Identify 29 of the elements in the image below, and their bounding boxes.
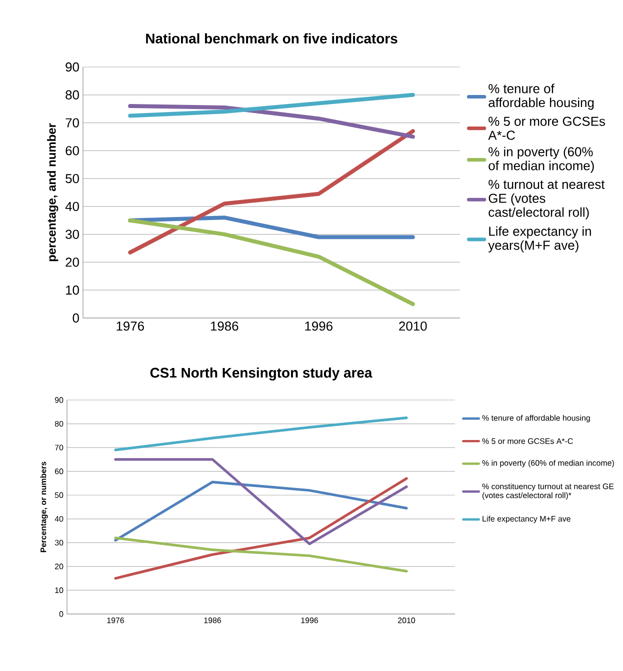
legend-label: % tenure of affordable housing (488, 84, 594, 110)
chart-title: CS1 North Kensington study area (150, 367, 372, 381)
legend-label: % 5 or more GCSEs A*-C (488, 116, 605, 140)
y-tick-label: 0 (72, 313, 79, 323)
legend-label: % in poverty (60% of median income) (488, 146, 594, 173)
y-tick-label: 70 (66, 118, 79, 128)
line-series (128, 129, 415, 254)
line-series (128, 104, 415, 139)
y-tick-label: 50 (66, 174, 79, 184)
y-tick-label: 90 (66, 62, 79, 72)
x-tick-label: 2010 (399, 322, 427, 331)
y-axis-title: percentage, and number (47, 123, 58, 262)
legend-label: Life expectancy in years(M+F ave) (488, 226, 591, 252)
line-series (114, 536, 408, 572)
x-tick-label: 1976 (116, 322, 144, 331)
y-tick-label: 20 (66, 258, 79, 267)
legend-label: % turnout at nearest GE (votes cast/electoral roll) (488, 180, 605, 220)
x-tick-label: 1996 (305, 322, 332, 331)
line-series (114, 416, 408, 452)
y-tick-label: 10 (66, 286, 79, 295)
line-series (128, 218, 415, 306)
x-tick-label: 1986 (210, 322, 238, 331)
line-series (114, 480, 408, 542)
y-tick-label: 30 (66, 230, 79, 239)
y-tick-label: 60 (66, 146, 79, 156)
y-tick-label: 80 (66, 90, 79, 100)
chart-title: National benchmark on five indicators (146, 33, 398, 44)
line-series (114, 477, 408, 580)
y-tick-label: 40 (65, 202, 79, 212)
